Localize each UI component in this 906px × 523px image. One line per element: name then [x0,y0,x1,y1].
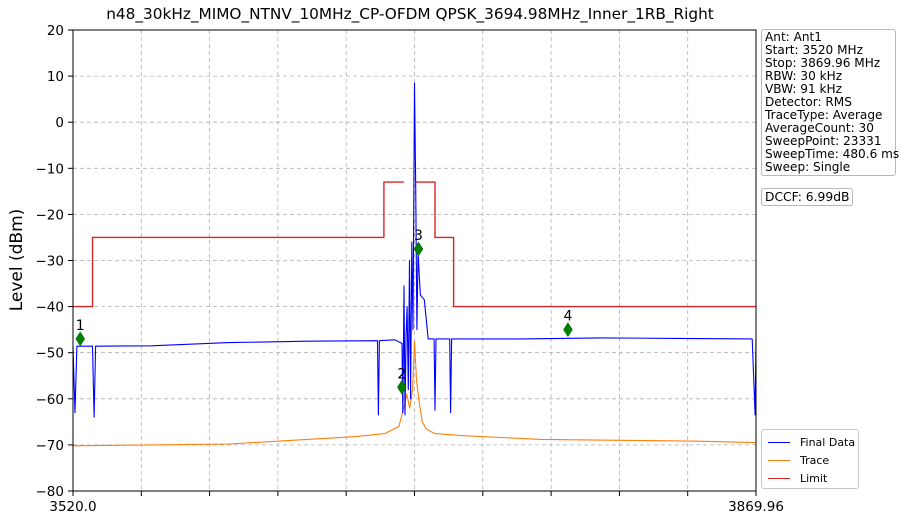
info-line: Stop: 3869.96 MHz [765,56,881,70]
marker-layer: 1 2 3 4 [75,228,573,395]
marker-label: 3 [414,228,423,244]
marker-1 [75,331,86,347]
legend-label: Trace [800,453,830,467]
y-tick-label: 20 [47,23,64,39]
chart-title: n48_30kHz_MIMO_NTNV_10MHz_CP-OFDM QPSK_3… [106,5,714,24]
marker-2 [397,379,407,395]
y-tick-label: −60 [36,392,65,408]
y-tick-label: −10 [36,161,65,177]
info-line: TraceType: Average [765,108,883,122]
legend-label: Limit [800,471,828,485]
info-line: Start: 3520 MHz [765,43,863,57]
marker-4 [563,322,573,338]
legend-item-trace: Trace [768,453,829,467]
y-tick-label: −70 [36,438,65,454]
y-tick-label: −30 [36,254,65,270]
y-tick-label: −20 [36,207,65,223]
series-layer [72,82,757,447]
legend: Final Data Trace Limit [761,429,859,489]
info-line: AverageCount: 30 [765,121,874,135]
y-tick-label: 0 [55,115,64,131]
info-line: Ant: Ant1 [765,30,822,44]
legend-item-limit: Limit [768,471,827,485]
y-tick-label: −80 [36,484,65,500]
legend-swatch [768,459,790,461]
info-line: SweepPoint: 23331 [765,134,882,148]
y-tick-label: −50 [36,346,65,362]
legend-label: Final Data [800,435,856,449]
info-line: Detector: RMS [765,95,852,109]
marker-label: 2 [397,366,406,382]
info-line: Sweep: Single [765,160,851,174]
series-line-limit [73,181,756,308]
measurement-info-box: Ant: Ant1 Start: 3520 MHz Stop: 3869.96 MH… [761,29,900,176]
y-axis-label: Level (dBm) [7,209,27,312]
y-tick-label: 10 [47,69,64,85]
legend-swatch [768,441,790,443]
info-line: RBW: 30 kHz [765,69,843,83]
series-line-trace [72,340,757,447]
info-line: SweepTime: 480.6 ms [765,147,900,161]
y-tick-label: −40 [36,300,65,316]
info-line: VBW: 91 kHz [765,82,842,96]
legend-item-final-data: Final Data [768,435,855,449]
dccf-badge: DCCF: 6.99dB [761,188,854,206]
x-tick-label: 3869.96 [728,499,784,515]
x-tick-label: 3520.0 [49,499,96,515]
legend-swatch [768,477,790,479]
marker-3 [413,241,424,257]
series-line-final-data [72,82,757,418]
marker-label: 1 [76,318,85,334]
marker-label: 4 [563,309,572,325]
